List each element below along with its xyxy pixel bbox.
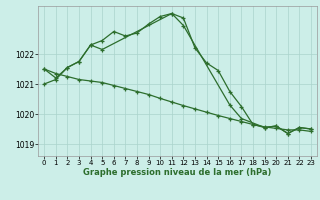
X-axis label: Graphe pression niveau de la mer (hPa): Graphe pression niveau de la mer (hPa) xyxy=(84,168,272,177)
